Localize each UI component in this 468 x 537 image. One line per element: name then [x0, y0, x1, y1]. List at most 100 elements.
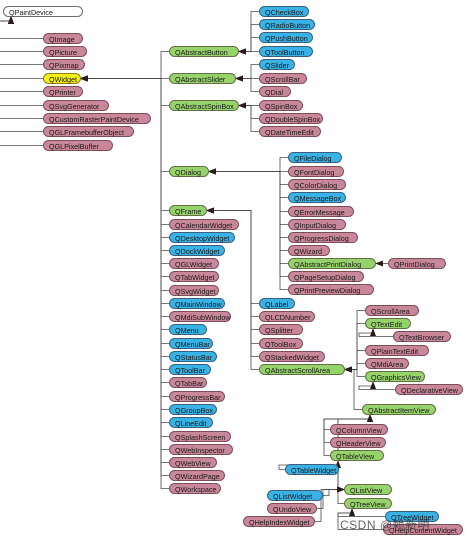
inheritance-edge-qgraphicsview-to-qabstractscrollarea — [344, 366, 365, 377]
class-node-qlineedit: QLineEdit — [169, 417, 213, 428]
class-node-qpaintdevice: QPaintDevice — [3, 6, 83, 17]
class-node-qdoublespinbox: QDoubleSpinBox — [259, 113, 323, 124]
class-node-qmenu: QMenu — [169, 324, 207, 335]
class-node-qtableview: QTableView — [330, 450, 384, 461]
class-node-qsvggenerator: QSvgGenerator — [43, 100, 109, 111]
class-node-qscrollbar: QScrollBar — [259, 73, 307, 84]
class-node-qslider: QSlider — [259, 59, 295, 70]
class-node-qhelpindexwidget: QHelpIndexWidget — [243, 516, 315, 527]
class-node-qdialog: QDialog — [169, 166, 209, 177]
class-node-qfontdialog: QFontDialog — [288, 166, 344, 177]
inheritance-edge-qglframebufferobject-to-qpaintdevice — [0, 16, 43, 132]
inheritance-edge-qslider-to-qabstractslider — [235, 64, 259, 82]
class-node-qcustomrasterpaintdevice: QCustomRasterPaintDevice — [43, 113, 151, 124]
inheritance-edge-qerrormessage-to-qdialog — [208, 168, 288, 212]
inheritance-edge-qhelpcontentwidget-to-qtreeview — [337, 508, 383, 530]
class-node-qgraphicsview: QGraphicsView — [365, 371, 425, 382]
inheritance-edge-qdatetimeedit-to-qabstractspinbox — [238, 102, 259, 132]
class-node-qabstractscrollarea: QAbstractScrollArea — [259, 364, 345, 375]
inheritance-edge-qmessagebox-to-qdialog — [208, 168, 288, 198]
class-node-qdesktopwidget: QDesktopWidget — [169, 232, 235, 243]
inheritance-edge-qfiledialog-to-qdialog — [208, 157, 288, 175]
class-node-qtextedit: QTextEdit — [365, 318, 411, 329]
class-node-qdial: QDial — [259, 86, 291, 97]
inheritance-edge-qprintpreviewdialog-to-qdialog — [208, 168, 288, 290]
class-node-qinputdialog: QInputDialog — [288, 219, 346, 230]
class-node-qcolumnview: QColumnView — [330, 424, 388, 435]
inheritance-edge-qwidget-to-qpaintdevice — [0, 16, 43, 79]
inheritance-edge-qcolordialog-to-qdialog — [208, 168, 288, 185]
class-node-qabstractitemview: QAbstractItemView — [362, 404, 436, 415]
class-node-qprinter: QPrinter — [43, 86, 83, 97]
inheritance-edge-qdeclarativeview-to-qgraphicsview — [358, 381, 395, 390]
class-node-qdatetimeedit: QDateTimeEdit — [259, 126, 321, 137]
inheritance-edge-qtreeview-to-qabstractitemview — [337, 414, 373, 504]
inheritance-edge-qinputdialog-to-qdialog — [208, 168, 288, 225]
inheritance-edge-qplaintextedit-to-qabstractscrollarea — [344, 350, 365, 373]
inheritance-edge-qcustomrasterpaintdevice-to-qpaintdevice — [0, 16, 43, 119]
class-node-qprogressbar: QProgressBar — [169, 391, 225, 402]
class-node-qpushbutton: QPushButton — [259, 32, 313, 43]
class-node-qcalendarwidget: QCalendarWidget — [169, 219, 239, 230]
class-node-qwizard: QWizard — [288, 245, 330, 256]
inheritance-edge-qtextedit-to-qabstractscrollarea — [344, 323, 365, 373]
inheritance-edge-qsvggenerator-to-qpaintdevice — [0, 16, 43, 106]
inheritance-edge-qpushbutton-to-qabstractbutton — [238, 37, 259, 55]
inheritance-edge-qhelpindexwidget-to-qlistview — [315, 486, 345, 522]
class-node-qwizardpage: QWizardPage — [169, 470, 225, 481]
class-node-qtabwidget: QTabWidget — [169, 271, 219, 282]
class-node-qworkspace: QWorkspace — [169, 483, 221, 494]
watermark: CSDN @赖新明 — [340, 518, 431, 532]
class-node-qtreewidget: QTreeWidget — [385, 511, 439, 522]
class-node-qabstractbutton: QAbstractButton — [169, 46, 239, 57]
class-node-qgroupbox: QGroupBox — [169, 404, 217, 415]
inheritance-edge-qdialog-to-qwidget — [80, 75, 169, 172]
class-node-qpixmap: QPixmap — [43, 59, 85, 70]
class-node-qglpixelbuffer: QGLPixelBuffer — [43, 140, 113, 151]
class-node-qhelpcontentwidget: QHelpContentWidget — [383, 524, 463, 535]
inheritance-edge-qtextbrowser-to-qtextedit — [358, 328, 393, 337]
class-node-qlistview: QListView — [344, 484, 392, 495]
class-node-qradiobutton: QRadioButton — [259, 19, 315, 30]
class-node-qmessagebox: QMessageBox — [288, 192, 346, 203]
inheritance-edge-qabstractitemview-to-qabstractscrollarea — [344, 366, 362, 410]
inheritance-edge-qtablewidget-to-qtableview — [278, 460, 341, 470]
class-node-qprogressdialog: QProgressDialog — [288, 232, 358, 243]
class-node-qlistwidget: QListWidget — [267, 490, 323, 501]
inheritance-edge-qpicture-to-qpaintdevice — [0, 16, 43, 52]
class-node-qtablewidget: QTableWidget — [285, 464, 339, 475]
class-node-qtoolbar: QToolBar — [169, 364, 211, 375]
class-node-qwebview: QWebView — [169, 457, 217, 468]
inheritance-edge-qdoublespinbox-to-qabstractspinbox — [238, 102, 259, 119]
class-node-qprintdialog: QPrintDialog — [388, 258, 446, 269]
class-node-qheaderview: QHeaderView — [330, 437, 386, 448]
edge-layer — [0, 11, 395, 530]
class-node-qtoolbox: QToolBox — [259, 338, 303, 349]
class-node-qstatusbar: QStatusBar — [169, 351, 217, 362]
class-node-qmainwindow: QMainWindow — [169, 298, 225, 309]
inheritance-edge-qmdiarea-to-qabstractscrollarea — [344, 363, 365, 373]
class-node-qpagesetupdialog: QPageSetupDialog — [288, 271, 364, 282]
inheritance-edge-qimage-to-qpaintdevice — [0, 16, 43, 39]
class-node-qtabbar: QTabBar — [169, 377, 207, 388]
class-node-qmdiarea: QMdiArea — [365, 358, 409, 369]
inheritance-edge-qworkspace-to-qwidget — [80, 75, 169, 489]
inheritance-edge-qabstractbutton-to-qwidget — [80, 51, 169, 82]
class-node-qtreeview: QTreeView — [344, 498, 392, 509]
inheritance-edge-qcheckbox-to-qabstractbutton — [238, 11, 259, 55]
class-node-qlcdnumber: QLCDNumber — [259, 311, 315, 322]
class-node-qprintpreviewdialog: QPrintPreviewDialog — [288, 284, 374, 295]
inheritance-edge-qlistwidget-to-qlistview — [323, 486, 345, 496]
class-node-qlabel: QLabel — [259, 298, 295, 309]
class-node-qcheckbox: QCheckBox — [259, 6, 309, 17]
class-node-qsplashscreen: QSplashScreen — [169, 431, 231, 442]
inheritance-edge-qabstractscrollarea-to-qframe — [206, 207, 259, 370]
class-node-qsplitter: QSplitter — [259, 324, 303, 335]
inheritance-edge-qwizardpage-to-qwidget — [80, 75, 169, 476]
class-node-qfiledialog: QFileDialog — [288, 152, 342, 163]
class-node-qwebinspector: QWebInspector — [169, 444, 233, 455]
inheritance-edge-qprinter-to-qpaintdevice — [0, 16, 43, 92]
class-node-qglwidget: QGLWidget — [169, 258, 219, 269]
class-node-qimage: QImage — [43, 33, 83, 44]
